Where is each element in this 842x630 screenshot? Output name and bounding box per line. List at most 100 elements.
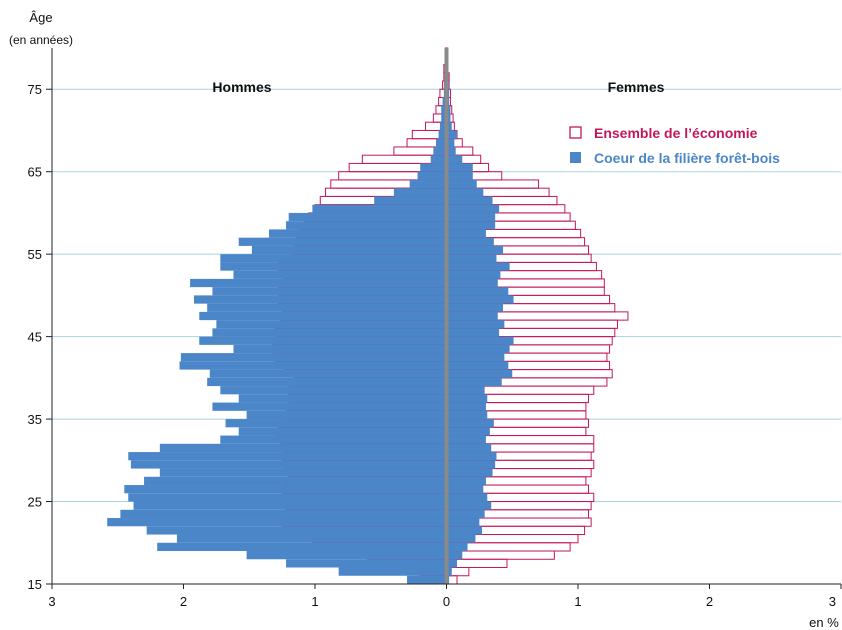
bar-filiere-femmes-age-17 xyxy=(446,559,458,568)
y-tick-label-65: 65 xyxy=(28,165,42,180)
y-axis-label: Âge xyxy=(29,10,52,25)
bar-filiere-hommes-age-34 xyxy=(225,419,447,428)
bar-filiere-femmes-age-32 xyxy=(446,435,486,444)
bar-filiere-femmes-age-56 xyxy=(446,237,494,246)
bar-filiere-hommes-age-19 xyxy=(157,542,447,552)
bar-filiere-femmes-age-53 xyxy=(446,262,510,271)
bar-filiere-hommes-age-15 xyxy=(407,575,447,584)
bar-filiere-hommes-age-17 xyxy=(286,559,447,568)
bar-filiere-hommes-age-66 xyxy=(430,155,447,164)
bar-filiere-femmes-age-49 xyxy=(446,295,514,304)
bar-filiere-femmes-age-67 xyxy=(446,146,456,156)
bar-filiere-femmes-age-38 xyxy=(446,386,485,395)
legend-label-filiere: Coeur de la filière forêt-bois xyxy=(594,150,780,166)
x-tick-label-1: 1 xyxy=(574,594,581,609)
bar-filiere-femmes-age-41 xyxy=(446,361,509,370)
y-tick-label-35: 35 xyxy=(28,412,42,427)
x-tick-label-3: 3 xyxy=(829,594,836,609)
y-tick-label-55: 55 xyxy=(28,247,42,262)
y-tick-label-25: 25 xyxy=(28,495,42,510)
x-axis-unit: en % xyxy=(809,615,839,630)
bar-filiere-hommes-age-18 xyxy=(246,551,447,560)
bar-filiere-femmes-age-48 xyxy=(446,303,504,312)
x-tick-label-0: 0 xyxy=(443,594,450,609)
bar-filiere-hommes-age-57 xyxy=(268,229,447,238)
bar-filiere-femmes-age-31 xyxy=(446,443,492,453)
bar-filiere-hommes-age-52 xyxy=(233,270,447,279)
bar-filiere-hommes-age-67 xyxy=(433,146,447,156)
legend-swatch-ensemble xyxy=(569,126,582,139)
bar-filiere-femmes-age-65 xyxy=(446,163,473,172)
bar-filiere-hommes-age-25 xyxy=(128,493,447,502)
bar-filiere-hommes-age-60 xyxy=(312,204,447,213)
bar-filiere-femmes-age-27 xyxy=(446,476,486,486)
bar-filiere-femmes-age-50 xyxy=(446,287,509,296)
bar-filiere-hommes-age-16 xyxy=(338,567,447,576)
bar-filiere-hommes-age-70 xyxy=(439,122,447,131)
bar-filiere-hommes-age-43 xyxy=(233,344,447,354)
bar-filiere-femmes-age-63 xyxy=(446,179,477,189)
bar-filiere-hommes-age-64 xyxy=(417,171,447,180)
bar-filiere-femmes-age-23 xyxy=(446,509,485,519)
bar-filiere-femmes-age-20 xyxy=(446,534,476,543)
legend-swatch-filiere xyxy=(570,152,581,163)
bar-filiere-hommes-age-24 xyxy=(133,501,447,510)
bar-filiere-femmes-age-70 xyxy=(446,122,452,131)
y-tick-label-45: 45 xyxy=(28,330,42,345)
bar-filiere-hommes-age-21 xyxy=(146,526,447,535)
bar-filiere-hommes-age-65 xyxy=(420,163,447,172)
bar-filiere-hommes-age-42 xyxy=(180,353,447,362)
bar-filiere-femmes-age-39 xyxy=(446,377,502,387)
bar-filiere-femmes-age-19 xyxy=(446,542,468,552)
bar-filiere-femmes-age-34 xyxy=(446,419,494,428)
bar-filiere-femmes-age-59 xyxy=(446,212,496,222)
x-tick-label-m2: 2 xyxy=(180,594,187,609)
bar-filiere-hommes-age-46 xyxy=(216,320,447,329)
bar-filiere-hommes-age-56 xyxy=(238,237,447,246)
bar-filiere-femmes-age-36 xyxy=(446,402,486,411)
bar-ensemble-femmes-age-18 xyxy=(446,550,555,560)
bar-filiere-hommes-age-35 xyxy=(246,410,447,420)
bar-filiere-hommes-age-33 xyxy=(238,427,447,436)
bar-filiere-hommes-age-22 xyxy=(107,518,447,527)
bar-filiere-hommes-age-27 xyxy=(144,476,447,486)
bar-filiere-femmes-age-37 xyxy=(446,394,488,403)
center-axis xyxy=(444,48,449,584)
legend-label-ensemble: Ensemble de l’économie xyxy=(594,125,758,141)
bar-filiere-femmes-age-45 xyxy=(446,328,500,337)
bar-filiere-hommes-age-58 xyxy=(286,221,447,230)
bar-filiere-hommes-age-63 xyxy=(409,179,447,189)
y-tick-label-15: 15 xyxy=(28,577,42,592)
bar-filiere-hommes-age-45 xyxy=(212,328,447,337)
x-tick-label-m3: 3 xyxy=(48,594,55,609)
bar-filiere-hommes-age-38 xyxy=(220,386,447,395)
bar-filiere-hommes-age-39 xyxy=(207,377,447,387)
bar-filiere-femmes-age-47 xyxy=(446,311,498,321)
bar-filiere-hommes-age-50 xyxy=(212,287,447,296)
x-tick-label-2: 2 xyxy=(706,594,713,609)
bar-filiere-femmes-age-42 xyxy=(446,353,505,362)
bar-filiere-femmes-age-44 xyxy=(446,336,514,345)
bar-filiere-hommes-age-53 xyxy=(220,262,447,271)
bar-filiere-femmes-age-16 xyxy=(446,567,452,576)
bar-filiere-femmes-age-29 xyxy=(446,460,496,469)
y-tick-label-75: 75 xyxy=(28,82,42,97)
axes: 15 25 35 45 55 65 75 3 2 1 0 1 2 3 xyxy=(28,48,842,609)
bar-filiere-hommes-age-62 xyxy=(393,188,447,197)
bar-filiere-femmes-age-69 xyxy=(446,130,458,139)
bar-filiere-femmes-age-22 xyxy=(446,518,480,527)
bar-filiere-hommes-age-31 xyxy=(159,443,447,453)
bar-filiere-hommes-age-41 xyxy=(179,361,447,370)
bar-filiere-femmes-age-58 xyxy=(446,221,496,230)
bar-filiere-hommes-age-32 xyxy=(220,435,447,444)
side-label-hommes: Hommes xyxy=(212,79,271,95)
bar-filiere-hommes-age-68 xyxy=(435,138,447,147)
bar-filiere-femmes-age-54 xyxy=(446,254,497,263)
bar-filiere-hommes-age-40 xyxy=(209,369,447,378)
bar-filiere-hommes-age-61 xyxy=(374,196,447,205)
bar-filiere-hommes-age-71 xyxy=(441,113,447,123)
bar-filiere-femmes-age-64 xyxy=(446,171,473,180)
bar-filiere-hommes-age-54 xyxy=(220,254,447,263)
bar-filiere-femmes-age-26 xyxy=(446,485,484,494)
